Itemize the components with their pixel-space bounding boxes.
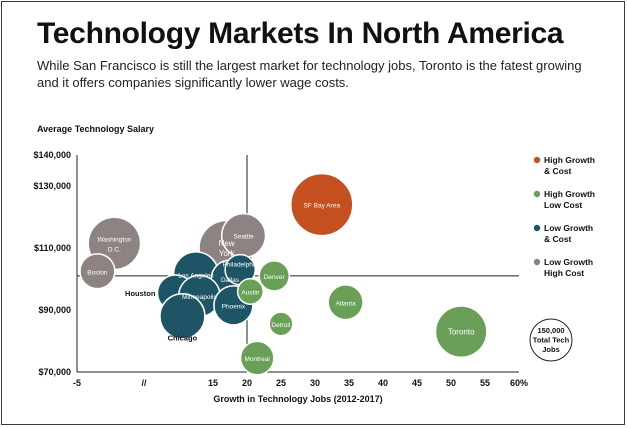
bubble-label-los-angeles: Los Angeles [178,272,214,279]
legend-label-low-growth-cost: & Cost [544,234,572,244]
chart-subtitle: While San Francisco is still the largest… [37,58,582,90]
x-tick-label: 45 [412,378,422,388]
size-key-label: 150,000 [537,326,564,335]
bubble-label-austin: Austin [241,289,259,296]
bubble-label-montreal: Montreal [245,356,271,363]
bubble-label-seattle: Seattle [233,234,254,241]
bubble-toronto [434,305,488,359]
size-key-circle [529,318,573,362]
bubble-denver [258,260,291,292]
legend-label-low-growth-high-cost: High Cost [544,268,584,278]
bubble-label-washington-d-c: Washington [97,236,131,243]
size-key-label: Jobs [542,345,560,354]
x-axis-break: // [141,378,147,388]
bubble-label-phoenix: Phoenix [222,303,246,310]
x-tick-label: 20 [242,378,252,388]
x-tick-label: 60% [510,378,528,388]
bubble-austin [236,277,264,305]
bubble-label-new-york: New [219,239,235,248]
bubble-label-atlanta: Atlanta [335,300,356,307]
bubble-label-chicago: Chicago [168,334,198,343]
legend-label-high-growth-cost: High Growth [544,155,595,165]
bubble-atlanta [327,284,364,321]
legend-label-high-growth-cost: & Cost [544,166,572,176]
bubble-chicago [159,292,206,340]
bubble-label-washington-d-c: D.C. [108,246,121,253]
bubble-label-toronto: Toronto [448,328,475,337]
bubble-label-detroit: Detroit [271,322,290,329]
bubble-detroit [268,311,294,337]
bubble-label-minneapolis: Minneapolis [182,294,217,301]
bubble-label-boston: Boston [87,269,108,276]
x-tick-label: 25 [276,378,286,388]
legend-marker-low-growth-cost [533,224,541,232]
bubble-boston [79,253,116,290]
legend-marker-high-growth-cost [533,156,541,164]
legend-label-high-growth-low-cost: Low Cost [544,200,582,210]
y-tick-label: $70,000 [38,367,71,377]
chart-title: Technology Markets In North America [37,17,564,50]
x-tick-label: 15 [208,378,218,388]
x-tick-label: 55 [480,378,490,388]
legend-marker-high-growth-low-cost [533,190,541,198]
legend-label-low-growth-cost: Low Growth [544,223,593,233]
y-tick-label: $110,000 [34,243,71,253]
bubble-label-philadelphia: Philadelphia [222,262,258,269]
y-tick-label: $140,000 [33,150,71,160]
x-tick-label: 35 [344,378,354,388]
x-tick-label: 40 [378,378,388,388]
bubble-sf-bay-area [290,172,354,237]
y-axis-label: Average Technology Salary [37,124,155,134]
legend-label-high-growth-low-cost: High Growth [544,189,595,199]
x-axis-label: Growth in Technology Jobs (2012-2017) [213,394,382,404]
x-tick-label: 50 [446,378,456,388]
bubble-label-new-york: York [219,249,236,258]
bubble-label-denver: Denver [264,274,286,281]
bubble-montreal [239,340,275,376]
x-tick-label: -5 [73,378,81,388]
bubble-label-sf-bay-area: SF Bay Area [304,203,341,210]
size-key-label: Total Tech [533,336,570,345]
y-tick-label: $90,000 [38,305,71,315]
y-tick-label: $130,000 [33,181,71,191]
x-tick-label: 30 [310,378,320,388]
legend-label-low-growth-high-cost: Low Growth [544,257,593,267]
legend-marker-low-growth-high-cost [533,258,541,266]
bubble-label-houston: Houston [125,289,156,298]
bubble-label-dallas: Dallas [221,277,240,284]
